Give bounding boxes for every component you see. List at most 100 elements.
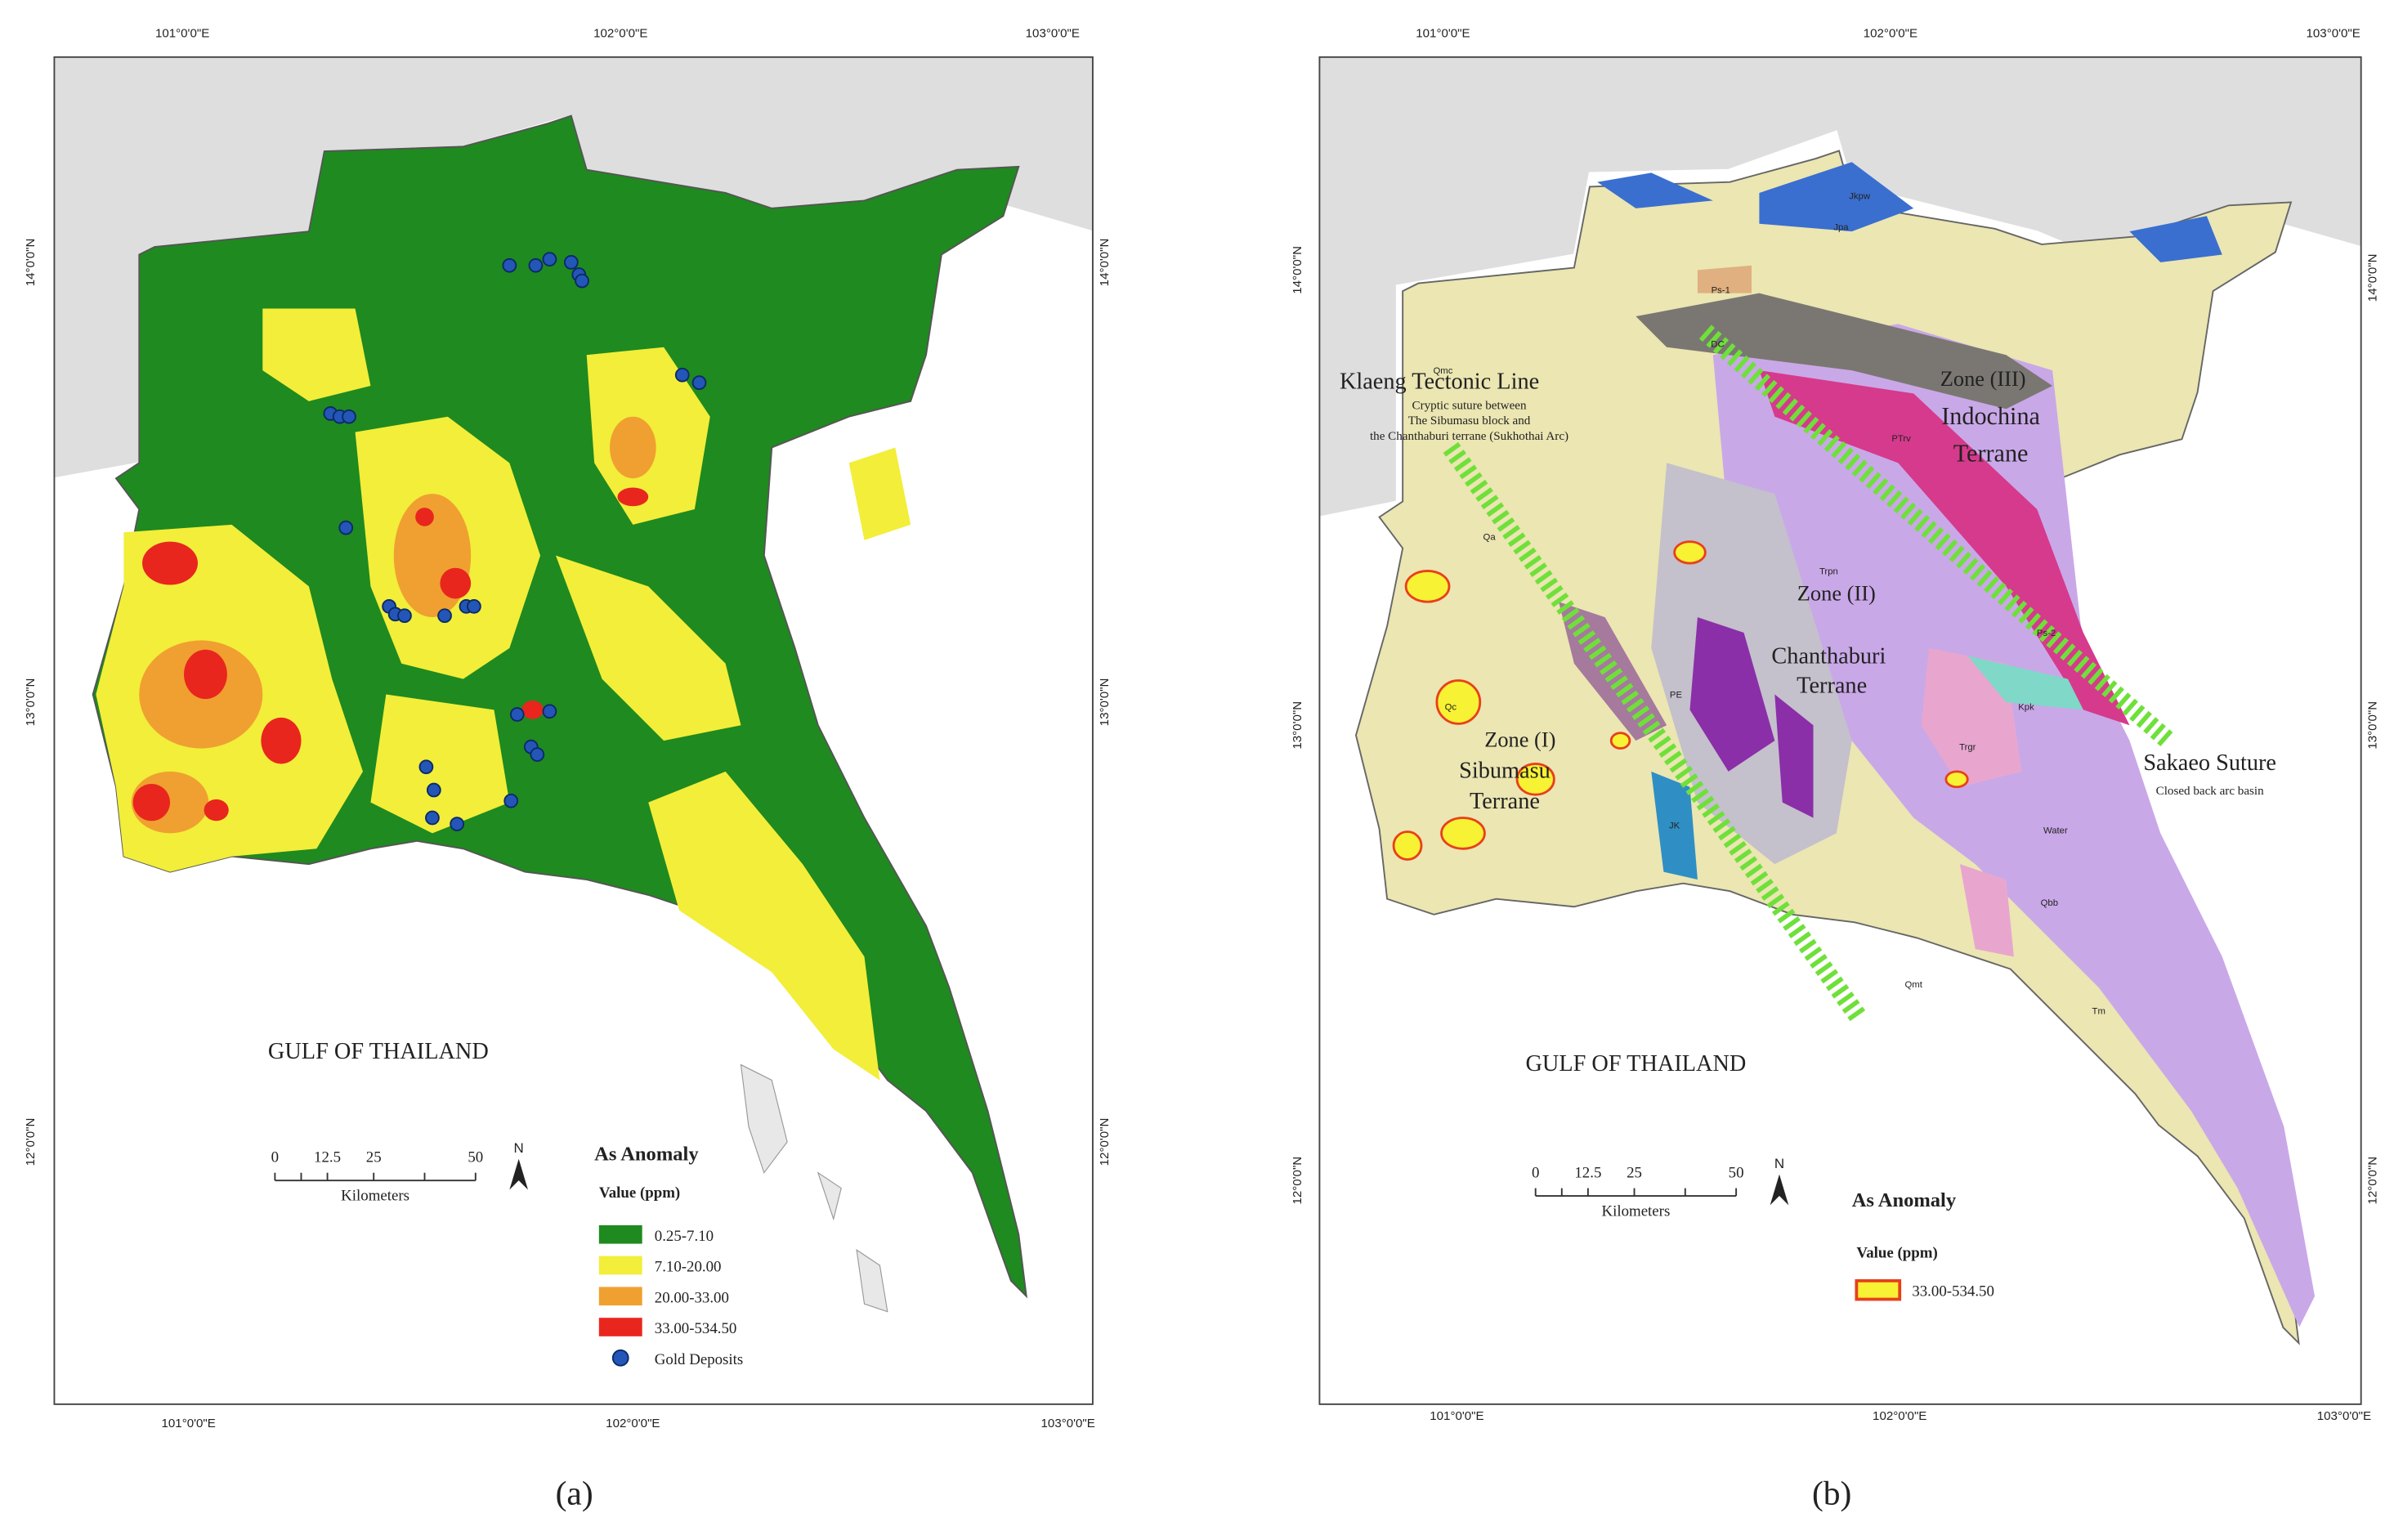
geologic-unit (1967, 656, 2083, 710)
north-label: N (514, 1140, 524, 1156)
panel-caption: (a) (556, 1475, 593, 1513)
gold-deposit (467, 599, 481, 614)
island (856, 1248, 888, 1313)
unit-label: Qbb (2041, 898, 2058, 908)
klaeng-tectonic-line (1443, 441, 1868, 1024)
zone (610, 416, 656, 479)
geologic-unit (1689, 617, 1775, 772)
legend-label: 33.00-534.50 (1912, 1283, 1994, 1300)
latitude-label: 14°0'0"N (1098, 239, 1112, 287)
map-annotation: the Chanthaburi terrane (Sukhothai Arc) (1370, 430, 1568, 443)
longitude-label: 102°0'0"E (1873, 1409, 1926, 1423)
north-arrow (1770, 1174, 1789, 1206)
gold-deposit (397, 608, 412, 624)
map-a (54, 56, 1093, 1404)
zone (1404, 570, 1451, 603)
frame (53, 56, 1094, 1405)
latitude-label: 14°0'0"N (24, 239, 38, 287)
geologic-unit (2129, 216, 2222, 262)
scale-label: 0 (271, 1148, 279, 1166)
geologic-unit (1697, 265, 1752, 293)
map-annotation: Terrane (1470, 789, 1540, 814)
legend-subtitle: Value (ppm) (1856, 1245, 1937, 1262)
map-annotation: Sakaeo Suture (2143, 750, 2276, 776)
unit-label: PE (1670, 690, 1683, 700)
gold-deposit (450, 817, 465, 831)
gold-deposit (563, 255, 579, 270)
latitude-label: 13°0'0"N (2366, 701, 2380, 750)
gold-deposit (674, 367, 690, 383)
scale-label: 12.5 (314, 1148, 341, 1166)
longitude-label: 101°0'0"E (1430, 1409, 1483, 1423)
longitude-label: 101°0'0"E (162, 1417, 216, 1430)
unit-label: Qc (1445, 702, 1457, 712)
scale-label: 12.5 (1574, 1164, 1601, 1181)
zone (1515, 763, 1555, 796)
latitude-label: 14°0'0"N (1291, 246, 1304, 294)
geologic-unit (1759, 370, 2130, 726)
legend-symbol (611, 1349, 629, 1367)
map-annotation: Terrane (1953, 439, 2029, 467)
scale-label: 25 (1627, 1164, 1642, 1181)
geologic-unit (1597, 172, 1713, 208)
zone (415, 508, 434, 526)
zone (1609, 732, 1631, 750)
map-annotation: Sibumasu (1459, 758, 1551, 783)
geologic-unit (1959, 864, 2014, 957)
map-annotation: Chanthaburi (1771, 644, 1886, 669)
scale-label: 50 (1729, 1164, 1744, 1181)
legend-label: 33.00-534.50 (655, 1320, 737, 1337)
zone (370, 694, 510, 834)
latitude-label: 13°0'0"N (24, 678, 38, 727)
longitude-label: 101°0'0"E (1416, 26, 1470, 40)
geologic-unit (1636, 293, 2053, 410)
zone (648, 771, 880, 1081)
unit-label: Ps-1 (1712, 286, 1730, 296)
island (817, 1171, 842, 1221)
latitude-label: 12°0'0"N (1098, 1118, 1112, 1166)
north-arrow (509, 1158, 528, 1190)
unit-label: Kpk (2018, 702, 2034, 712)
gold-deposit (426, 782, 441, 798)
gold-deposit (542, 252, 557, 267)
legend-label: Gold Deposits (655, 1351, 743, 1368)
unit-label: Tm (2092, 1006, 2105, 1016)
longitude-label: 103°0'0"E (2307, 26, 2360, 40)
legend-title: As Anomaly (594, 1144, 699, 1166)
zone (440, 567, 472, 599)
longitude-label: 103°0'0"E (1026, 26, 1080, 40)
sea-label: GULF OF THAILAND (1525, 1051, 1746, 1077)
zone (848, 447, 911, 540)
unit-label: Trgr (1959, 742, 1976, 752)
unit-label: Qmt (1905, 980, 1923, 990)
sea-label: GULF OF THAILAND (268, 1039, 489, 1064)
zone (1440, 817, 1486, 850)
unit-label: DC (1711, 340, 1724, 350)
map-b (1319, 56, 2361, 1404)
legend-label: 20.00-33.00 (655, 1289, 729, 1306)
scale-unit: Kilometers (1602, 1203, 1671, 1220)
gold-deposit (338, 520, 354, 535)
anomaly-red (132, 487, 649, 821)
map-annotation: Zone (II) (1797, 580, 1876, 605)
map-annotation: Terrane (1797, 674, 1867, 699)
zone (1435, 679, 1482, 725)
zone (1392, 830, 1423, 861)
longitude-label: 102°0'0"E (1864, 26, 1917, 40)
anomaly-zones (1392, 540, 1969, 861)
zone (142, 541, 199, 585)
gold-deposit (425, 810, 440, 826)
frame (1318, 56, 2362, 1405)
unit-label: Trpn (1819, 566, 1838, 576)
map-annotation: Klaeng Tectonic Line (1340, 369, 1539, 395)
gold-deposit (437, 608, 452, 624)
zone (262, 308, 371, 401)
longitude-label: 102°0'0"E (606, 1417, 660, 1430)
unit-label: Jpa (1833, 222, 1849, 232)
geologic-unit (1712, 324, 2316, 1327)
legend-swatch (598, 1224, 642, 1244)
latitude-label: 12°0'0"N (2366, 1157, 2380, 1205)
unit-label: Qa (1483, 533, 1497, 543)
legend-swatch (598, 1287, 642, 1306)
